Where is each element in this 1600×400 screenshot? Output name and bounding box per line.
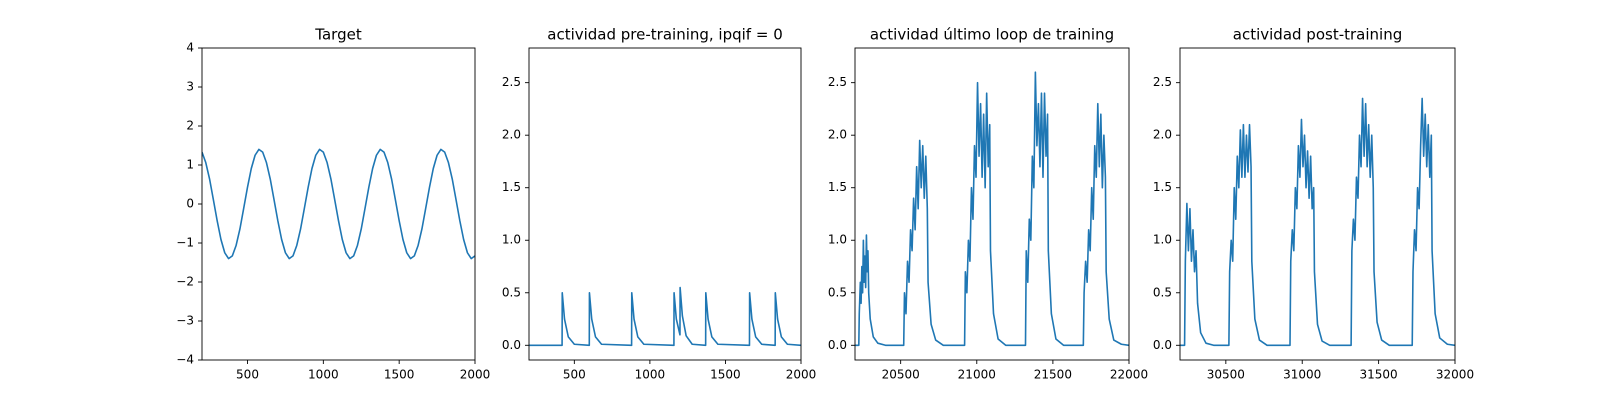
- data-line: [855, 71, 1129, 347]
- y-tick-label: −1: [176, 236, 194, 250]
- x-tick-label: 500: [236, 368, 259, 382]
- x-tick-label: 1500: [384, 368, 415, 382]
- x-tick-label: 500: [563, 368, 586, 382]
- y-tick-label: 0.0: [502, 338, 521, 352]
- x-tick-label: 32000: [1436, 368, 1474, 382]
- y-tick-label: 4: [186, 41, 194, 55]
- x-tick-label: 22000: [1110, 368, 1148, 382]
- axes-frame: [201, 47, 476, 361]
- y-tick-label: −4: [176, 353, 194, 367]
- y-tick-label: 2.0: [502, 128, 521, 142]
- x-tick-label: 31500: [1360, 368, 1398, 382]
- y-tick-label: 1.5: [502, 180, 521, 194]
- y-tick-label: 2.5: [1153, 75, 1172, 89]
- x-tick-label: 2000: [786, 368, 817, 382]
- x-tick-label: 2000: [460, 368, 491, 382]
- y-tick-label: 0: [186, 197, 194, 211]
- y-tick-label: 1.0: [828, 233, 847, 247]
- x-tick-label: 31000: [1283, 368, 1321, 382]
- panel-title: Target: [314, 26, 362, 44]
- x-tick-label: 21500: [1034, 368, 1072, 382]
- axes-frame: [1179, 47, 1456, 361]
- y-tick-label: −3: [176, 314, 194, 328]
- y-tick-label: 2: [186, 119, 194, 133]
- x-tick-label: 1500: [710, 368, 741, 382]
- x-tick-label: 20500: [882, 368, 920, 382]
- y-tick-label: 1.0: [1153, 233, 1172, 247]
- x-tick-label: 1000: [308, 368, 339, 382]
- y-tick-label: 3: [186, 80, 194, 94]
- x-tick-label: 1000: [635, 368, 666, 382]
- y-tick-label: 1.5: [1153, 180, 1172, 194]
- y-tick-label: 0.0: [828, 338, 847, 352]
- x-tick-label: 30500: [1207, 368, 1245, 382]
- y-tick-label: 1.0: [502, 233, 521, 247]
- y-tick-label: 2.0: [1153, 128, 1172, 142]
- panel-title: actividad post-training: [1233, 26, 1402, 44]
- data-line: [1180, 97, 1455, 347]
- y-tick-label: 0.0: [1153, 338, 1172, 352]
- y-tick-label: 0.5: [502, 285, 521, 299]
- panel-title: actividad pre-training, ipqif = 0: [547, 26, 783, 44]
- y-tick-label: 1: [186, 158, 194, 172]
- axes-frame: [854, 47, 1130, 361]
- y-tick-label: 2.5: [828, 75, 847, 89]
- y-tick-label: 0.5: [1153, 285, 1172, 299]
- axes-frame: [528, 47, 802, 361]
- panel-title: actividad último loop de training: [870, 26, 1114, 44]
- y-tick-label: −2: [176, 275, 194, 289]
- data-line: [529, 286, 801, 347]
- y-tick-label: 2.5: [502, 75, 521, 89]
- y-tick-label: 2.0: [828, 128, 847, 142]
- y-tick-label: 0.5: [828, 285, 847, 299]
- y-tick-label: 1.5: [828, 180, 847, 194]
- x-tick-label: 21000: [958, 368, 996, 382]
- data-line: [202, 148, 475, 260]
